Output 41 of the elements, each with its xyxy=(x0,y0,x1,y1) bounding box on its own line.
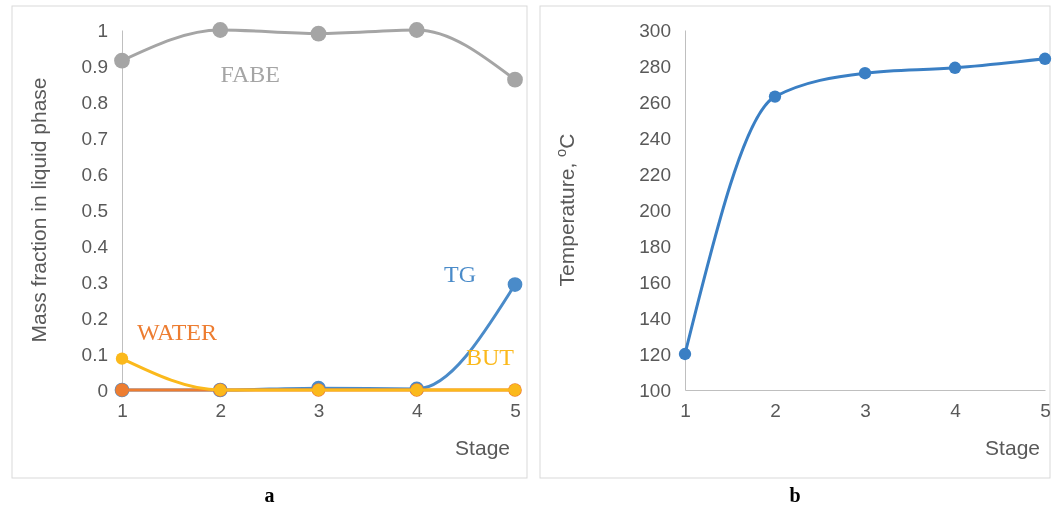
y-tick-label: 100 xyxy=(639,379,671,401)
y-tick-label: 180 xyxy=(639,235,671,257)
y-tick-label: 220 xyxy=(639,163,671,185)
x-tick-label: 4 xyxy=(411,400,423,422)
y-tick-label: 0.2 xyxy=(81,307,108,329)
x-tick-label: 4 xyxy=(950,400,962,422)
series-label: WATER xyxy=(137,319,217,345)
y-tick-label: 140 xyxy=(639,307,671,329)
x-tick-label: 1 xyxy=(680,400,691,422)
y-tick-label: 0 xyxy=(97,379,108,401)
text: a xyxy=(264,484,275,506)
x-tick-label: 5 xyxy=(510,400,521,422)
y-tick-label: 1 xyxy=(97,19,108,41)
y-tick-label: 260 xyxy=(639,91,671,113)
x-tick-label: 1 xyxy=(117,400,128,422)
series-label: BUT xyxy=(466,344,515,370)
y-tick-label: 120 xyxy=(639,343,671,365)
series-label: TG xyxy=(444,260,476,287)
x-tick-label: 5 xyxy=(1040,400,1051,422)
y-tick-label: 0.3 xyxy=(81,271,108,293)
y-tick-label: 0.9 xyxy=(81,55,108,77)
y-axis-title: Mass fraction in liquid phase xyxy=(27,77,50,343)
text: b xyxy=(789,484,801,506)
y-tick-label: 0.4 xyxy=(81,235,109,257)
x-tick-label: 3 xyxy=(860,400,871,422)
y-tick-label: 200 xyxy=(639,199,671,221)
x-tick-label: 2 xyxy=(215,400,227,422)
x-axis-title: Stage xyxy=(985,436,1040,459)
y-tick-label: 0.1 xyxy=(81,343,108,365)
y-tick-label: 0.6 xyxy=(81,163,108,185)
y-tick-label: 0.7 xyxy=(81,127,108,149)
y-tick-label: 160 xyxy=(639,271,671,293)
x-tick-label: 3 xyxy=(313,400,325,422)
y-tick-label: 280 xyxy=(639,55,671,77)
x-tick-label: 2 xyxy=(770,400,781,422)
y-tick-label: 0.8 xyxy=(81,91,108,113)
x-axis-title: Stage xyxy=(455,436,510,459)
y-tick-label: 300 xyxy=(639,19,671,41)
y-tick-label: 0.5 xyxy=(81,199,108,221)
y-tick-label: 240 xyxy=(639,127,671,149)
series-label: FABE xyxy=(220,61,281,87)
